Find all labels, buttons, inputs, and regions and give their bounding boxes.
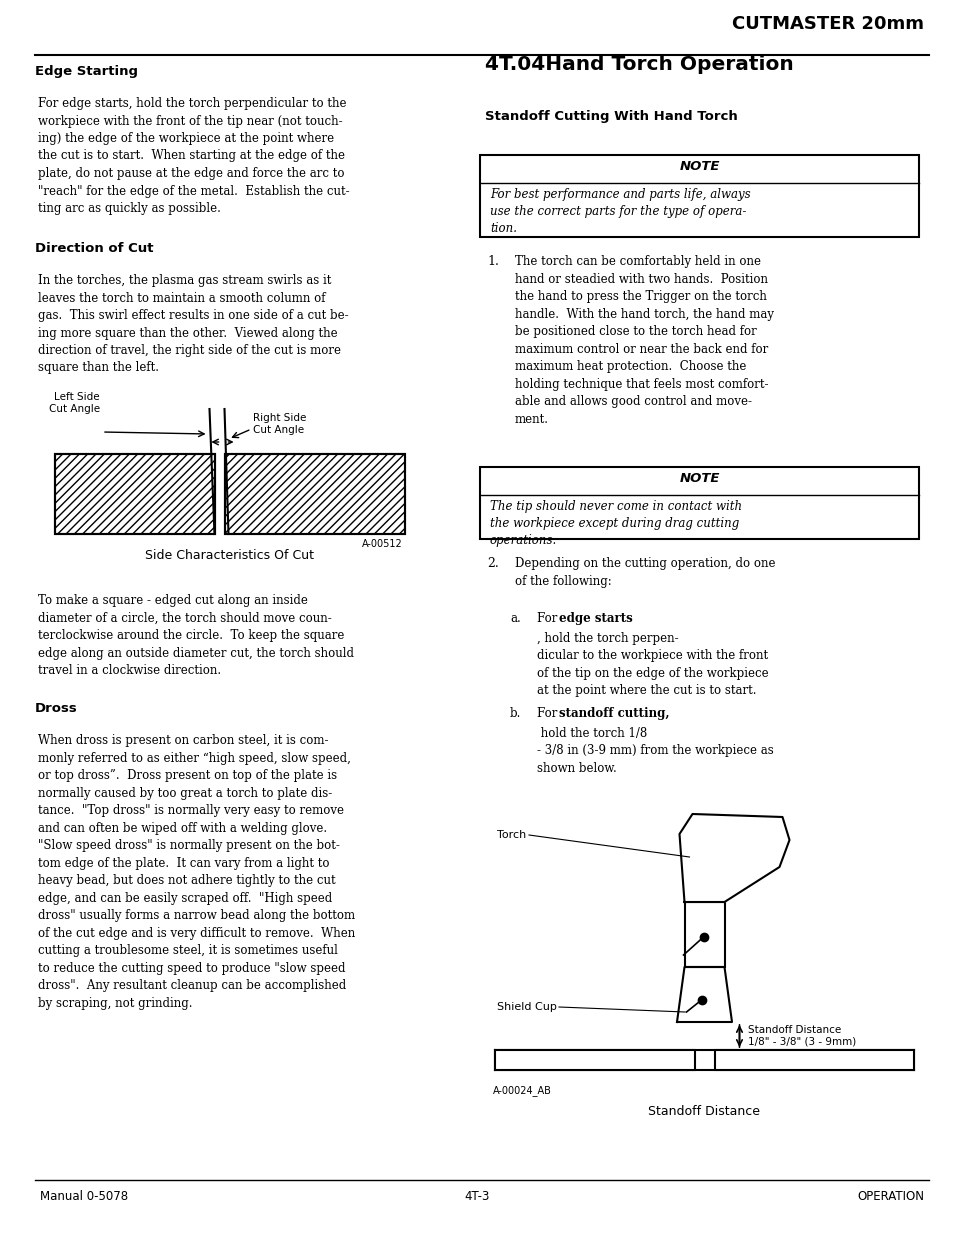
Text: For: For (537, 706, 560, 720)
Text: 1.: 1. (486, 254, 498, 268)
Text: b.: b. (510, 706, 521, 720)
Bar (55, 454, 214, 534)
Text: 2.: 2. (486, 557, 498, 571)
Bar (224, 454, 405, 534)
Text: a.: a. (510, 613, 520, 625)
Text: For edge starts, hold the torch perpendicular to the
workpiece with the front of: For edge starts, hold the torch perpendi… (38, 98, 349, 215)
Text: The tip should never come in contact with
the workpiece except during drag cutti: The tip should never come in contact wit… (490, 500, 741, 547)
Bar (714, 1050, 913, 1070)
Text: OPERATION: OPERATION (856, 1191, 923, 1203)
Text: Shield Cup: Shield Cup (497, 1002, 557, 1011)
Bar (479, 467, 918, 538)
Text: Left Side
Cut Angle: Left Side Cut Angle (49, 393, 100, 414)
Text: A-00512: A-00512 (362, 538, 402, 550)
Text: To make a square - edged cut along an inside
diameter of a circle, the torch sho: To make a square - edged cut along an in… (38, 594, 354, 677)
Text: , hold the torch perpen-
dicular to the workpiece with the front
of the tip on t: , hold the torch perpen- dicular to the … (537, 631, 768, 697)
Text: Side Characteristics Of Cut: Side Characteristics Of Cut (146, 550, 314, 562)
Text: Manual 0-5078: Manual 0-5078 (40, 1191, 128, 1203)
Polygon shape (677, 967, 731, 1023)
Text: 4T-3: 4T-3 (464, 1191, 489, 1203)
Bar (479, 156, 918, 237)
Text: Standoff Distance: Standoff Distance (648, 1105, 760, 1118)
Bar (224, 454, 405, 534)
Text: edge starts: edge starts (558, 613, 632, 625)
Text: NOTE: NOTE (679, 161, 719, 173)
Text: Standoff Cutting With Hand Torch: Standoff Cutting With Hand Torch (484, 110, 737, 124)
Text: When dross is present on carbon steel, it is com-
monly referred to as either “h: When dross is present on carbon steel, i… (38, 734, 355, 1009)
Text: Depending on the cutting operation, do one
of the following:: Depending on the cutting operation, do o… (515, 557, 775, 588)
Text: For: For (537, 613, 560, 625)
Text: For best performance and parts life, always
use the correct parts for the type o: For best performance and parts life, alw… (490, 188, 750, 235)
Bar (495, 1050, 694, 1070)
Text: NOTE: NOTE (679, 472, 719, 485)
Text: Torch: Torch (497, 830, 526, 840)
Text: Dross: Dross (35, 701, 77, 715)
Text: CUTMASTER 20mm: CUTMASTER 20mm (731, 15, 923, 33)
Text: hold the torch 1/8
- 3/8 in (3-9 mm) from the workpiece as
shown below.: hold the torch 1/8 - 3/8 in (3-9 mm) fro… (537, 726, 773, 774)
Text: Direction of Cut: Direction of Cut (35, 242, 153, 254)
Text: Standoff Distance
1/8" - 3/8" (3 - 9mm): Standoff Distance 1/8" - 3/8" (3 - 9mm) (747, 1025, 855, 1047)
Polygon shape (679, 814, 789, 902)
Text: Right Side
Cut Angle: Right Side Cut Angle (253, 414, 306, 435)
Text: In the torches, the plasma gas stream swirls as it
leaves the torch to maintain : In the torches, the plasma gas stream sw… (38, 274, 348, 374)
Text: 4T.04Hand Torch Operation: 4T.04Hand Torch Operation (484, 56, 793, 74)
Text: A-00024_AB: A-00024_AB (493, 1086, 551, 1095)
Text: standoff cutting,: standoff cutting, (558, 706, 669, 720)
Bar (55, 454, 214, 534)
Bar (684, 902, 723, 967)
Text: The torch can be comfortably held in one
hand or steadied with two hands.  Posit: The torch can be comfortably held in one… (515, 254, 773, 426)
Text: Edge Starting: Edge Starting (35, 65, 138, 78)
